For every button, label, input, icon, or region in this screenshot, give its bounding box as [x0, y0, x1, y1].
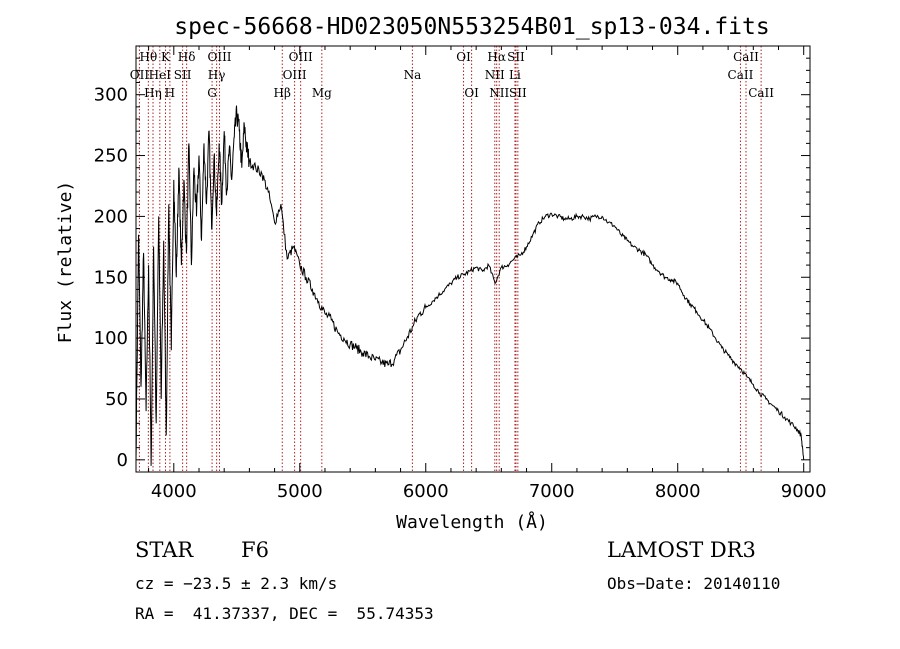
y-tick-label: 50 — [105, 389, 128, 410]
spectral-line-labels: OII Hθ Hη HeI K H SII Hδ G Hγ OIII Hβ OIII OIII Mg Na OI… — [130, 50, 775, 100]
line-label-Hδ: Hδ — [178, 50, 196, 64]
redshift-cz: cz = −23.5 ± 2.3 km/s — [135, 574, 338, 593]
coordinates: RA = 41.37337, DEC = 55.74353 — [135, 604, 434, 623]
line-label-Hγ: Hγ — [208, 68, 226, 82]
line-label-SII: SII — [174, 68, 192, 82]
x-tick-label: 6000 — [403, 481, 449, 502]
x-tick-label: 7000 — [529, 481, 575, 502]
line-label-K: K — [161, 50, 171, 64]
line-label-CaII: CaII — [733, 50, 759, 64]
line-label-CaII: CaII — [728, 68, 754, 82]
x-tick-label: 4000 — [151, 481, 197, 502]
line-label-OIII: OIII — [207, 50, 231, 64]
y-tick-label: 250 — [94, 146, 128, 167]
survey-name: LAMOST DR3 — [607, 538, 756, 562]
x-axis: 4000 5000 6000 7000 8000 9000 — [148, 46, 827, 502]
line-label-OI: OI — [456, 50, 471, 64]
line-label-HeI: HeI — [149, 68, 172, 82]
line-label-Li: Li — [509, 68, 521, 82]
line-label-Hα: Hα — [487, 50, 506, 64]
y-axis: 0 50 100 150 200 250 300 — [94, 57, 810, 471]
x-tick-label: 8000 — [655, 481, 701, 502]
line-label-OIII: OIII — [289, 50, 313, 64]
line-label-G: G — [207, 86, 217, 100]
line-label-OI: OI — [464, 86, 479, 100]
plot-frame — [135, 45, 811, 473]
flux-series — [135, 105, 805, 466]
line-label-OII: OII — [130, 68, 150, 82]
line-label-SII: SII — [507, 50, 525, 64]
line-label-NII: NII — [485, 68, 505, 82]
line-label-Hθ: Hθ — [139, 50, 157, 64]
observation-date: Obs−Date: 20140110 — [607, 574, 781, 593]
spectral-line-markers — [138, 46, 762, 472]
line-label-OIII: OIII — [283, 68, 307, 82]
chart-title: spec-56668-HD023050N553254B01_sp13-034.f… — [174, 14, 769, 40]
line-label-H: H — [165, 86, 175, 100]
object-subclass: F6 — [241, 538, 269, 562]
x-axis-label: Wavelength (Å) — [396, 511, 548, 533]
y-tick-label: 200 — [94, 206, 128, 227]
line-label-Na: Na — [404, 68, 422, 82]
line-label-CaII: CaII — [748, 86, 774, 100]
y-tick-label: 300 — [94, 85, 128, 106]
line-label-NII: NII — [489, 86, 509, 100]
line-label-Mg: Mg — [312, 86, 332, 100]
x-tick-label: 5000 — [277, 481, 323, 502]
line-label-SII: SII — [509, 86, 527, 100]
y-tick-label: 0 — [117, 450, 128, 471]
x-tick-label: 9000 — [781, 481, 827, 502]
line-label-Hη: Hη — [144, 86, 162, 100]
y-axis-label: Flux (relative) — [55, 181, 76, 344]
y-tick-label: 100 — [94, 328, 128, 349]
line-label-Hβ: Hβ — [274, 86, 291, 100]
y-tick-label: 150 — [94, 267, 128, 288]
object-class: STAR — [135, 538, 194, 562]
